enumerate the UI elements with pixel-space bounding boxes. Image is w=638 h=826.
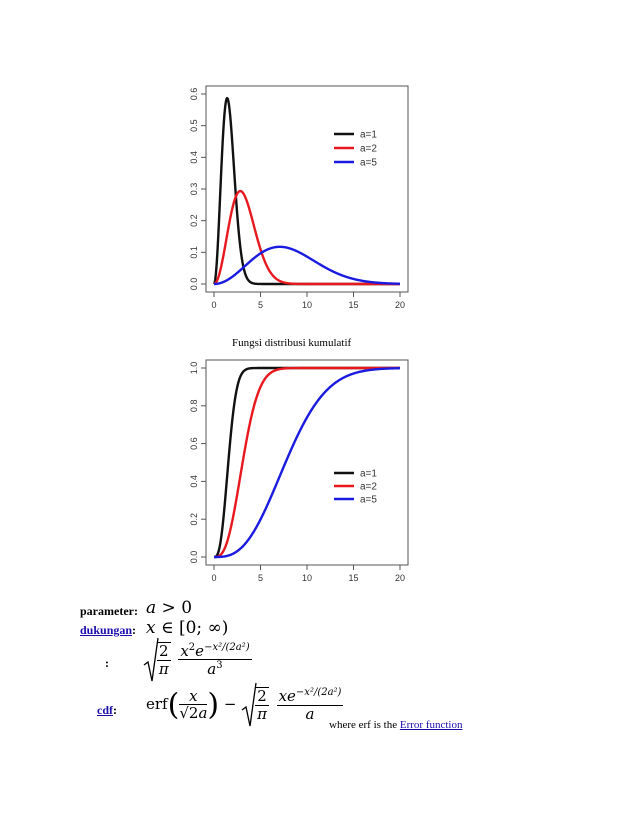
legend-label: a=1 <box>360 130 377 141</box>
y-tick-label: 0.1 <box>189 246 199 259</box>
support-formula: x ∈ [0; ∞) <box>146 618 229 638</box>
legend-label: a=5 <box>360 158 377 169</box>
x-tick-label: 10 <box>302 573 312 583</box>
y-tick-label: 0.4 <box>189 475 199 488</box>
y-tick-label: 0.2 <box>189 214 199 227</box>
parameter-formula: a > 0 <box>146 598 193 618</box>
pdf-chart-svg: 0 5 10 15 20 0.0 0.1 0.2 0.3 0.4 0.5 0.6 a=1 a=2 a=5 <box>189 85 409 310</box>
x-tick-label: 0 <box>211 300 216 310</box>
pdf-label: : <box>105 656 109 670</box>
series-line-a=2 <box>213 366 401 559</box>
y-tick-label: 0.0 <box>189 278 199 291</box>
y-tick-label: 0.5 <box>189 119 199 132</box>
sqrt-sign-icon <box>143 637 159 682</box>
y-tick-label: 0.4 <box>189 151 199 164</box>
cdf-link[interactable]: cdf <box>97 703 113 717</box>
y-tick-label: 0.0 <box>189 551 199 564</box>
cdf-row: cdf: <box>97 703 117 718</box>
legend-label: a=2 <box>360 144 377 155</box>
x-tick-label: 20 <box>395 573 405 583</box>
cdf-colon: : <box>113 703 117 717</box>
where-text: where erf is the <box>329 719 400 731</box>
support-colon: : <box>132 623 137 637</box>
where-note: where erf is the Error function <box>329 719 462 731</box>
series-line-a=2 <box>213 189 401 286</box>
x-tick-label: 5 <box>258 300 263 310</box>
legend-label: a=1 <box>360 469 377 480</box>
x-tick-label: 10 <box>302 300 312 310</box>
y-tick-label: 0.6 <box>189 88 199 101</box>
parameter-label: parameter: <box>80 604 138 618</box>
x-tick-label: 15 <box>348 300 358 310</box>
pdf-chart: 0 5 10 15 20 0.0 0.1 0.2 0.3 0.4 0.5 0.6 a=1 a=2 a=5 <box>168 78 410 318</box>
x-tick-label: 5 <box>258 573 263 583</box>
cdf-chart-svg: 0 5 10 15 20 0.0 0.2 0.4 0.6 0.8 1.0 a=1 a=2 a=5 <box>189 359 409 583</box>
x-tick-label: 20 <box>395 300 405 310</box>
y-tick-label: 0.6 <box>189 437 199 450</box>
legend-label: a=2 <box>360 482 377 493</box>
legend-label: a=5 <box>360 495 377 506</box>
error-function-link[interactable]: Error function <box>399 719 463 731</box>
chart-caption: Fungsi distribusi kumulatif <box>232 337 352 349</box>
y-tick-label: 0.3 <box>189 183 199 196</box>
x-tick-label: 0 <box>211 573 216 583</box>
y-tick-label: 1.0 <box>189 362 199 375</box>
support-link[interactable]: dukungan <box>80 623 133 637</box>
support-row: dukungan: <box>80 623 136 638</box>
x-tick-label: 15 <box>348 573 358 583</box>
series-line-a=5 <box>213 367 401 559</box>
series-line-a=5 <box>213 245 401 286</box>
cdf-chart: 0 5 10 15 20 0.0 0.2 0.4 0.6 0.8 1.0 a=1 a=2 a=5 <box>168 355 410 593</box>
y-tick-label: 0.2 <box>189 513 199 526</box>
y-tick-label: 0.8 <box>189 400 199 413</box>
sqrt-sign-icon-2 <box>241 682 257 727</box>
